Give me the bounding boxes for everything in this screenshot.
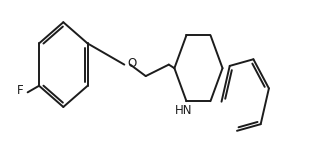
Text: O: O [127, 57, 136, 70]
Text: HN: HN [175, 104, 193, 117]
Text: F: F [17, 84, 24, 97]
